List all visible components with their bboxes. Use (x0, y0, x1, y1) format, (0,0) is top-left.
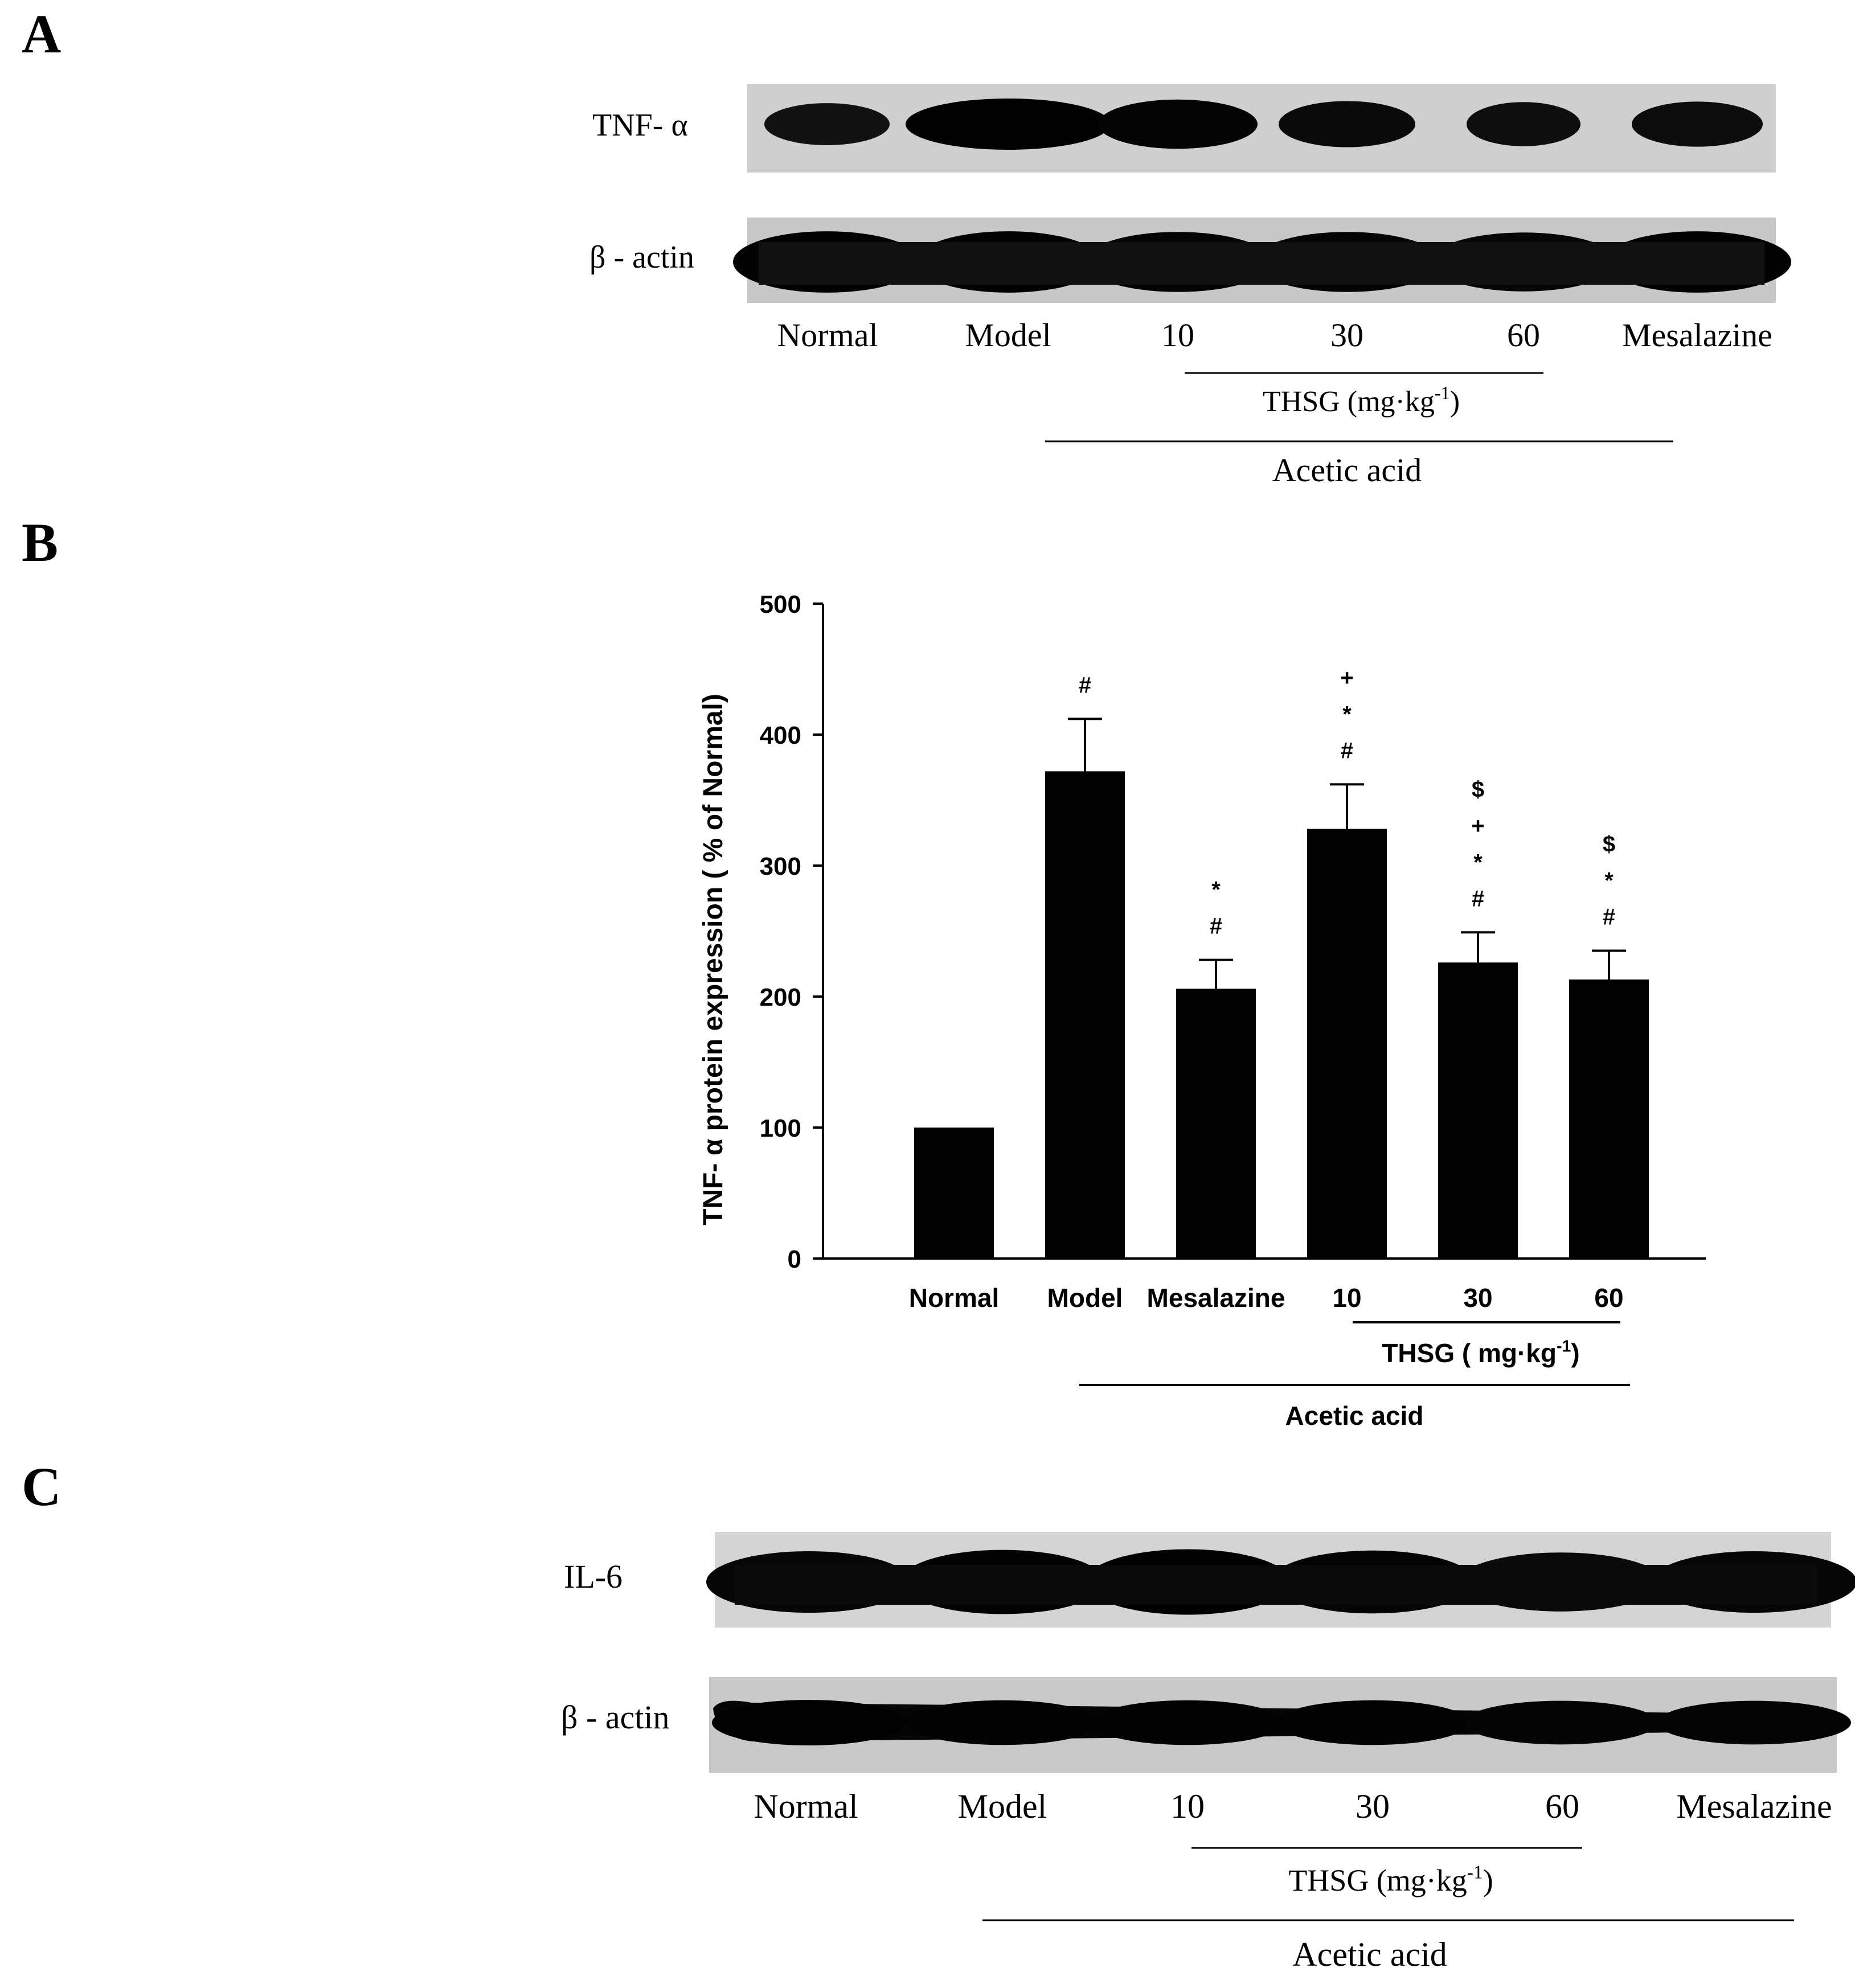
significance-marker: * (1473, 850, 1483, 875)
lane-label: 60 (1507, 317, 1540, 354)
x-tick-label: 10 (1332, 1283, 1361, 1313)
lane-label: Mesalazine (1622, 317, 1772, 354)
band-actin (712, 1700, 906, 1745)
row-label-il6: IL-6 (564, 1558, 623, 1595)
western-blot-c: IL-6 β - actin Normal Model 10 30 60 Mesalazine… (561, 1532, 1855, 1973)
significance-marker: * (1211, 878, 1221, 903)
lane-label: Model (965, 317, 1051, 354)
y-tick-label: 100 (760, 1114, 801, 1142)
western-blot-a: TNF- α β - actin Normal Model 10 30 60 Mesalazi… (589, 84, 1791, 489)
bar (1045, 771, 1125, 1259)
lane-label: 10 (1170, 1788, 1205, 1825)
bar (1176, 989, 1256, 1259)
significance-marker: * (1342, 702, 1352, 727)
band-actin (1657, 1700, 1851, 1745)
lane-label: 30 (1356, 1788, 1390, 1825)
band-tnf (1632, 101, 1763, 147)
row-label-tnf: TNF- α (592, 108, 688, 143)
significance-marker: # (1472, 886, 1484, 911)
dose-bracket-label: THSG (mg·kg-1) (1263, 383, 1460, 418)
x-tick-label: Mesalazine (1147, 1283, 1285, 1313)
lane-label: 60 (1545, 1788, 1579, 1825)
band-tnf (1467, 102, 1580, 146)
significance-marker: # (1210, 914, 1222, 939)
significance-marker: $ (1603, 832, 1615, 857)
bar-chart-tnf: 0 100 200 300 400 500 TNF- α protein expressio… (698, 591, 1706, 1430)
dose-bracket-label: THSG ( mg·kg-1) (1382, 1338, 1579, 1368)
x-tick-label: 60 (1594, 1283, 1623, 1313)
y-tick-label: 300 (760, 852, 801, 880)
band-actin (1464, 1700, 1657, 1745)
band-il6-smear (735, 1565, 1817, 1605)
acid-bracket-label: Acetic acid (1272, 452, 1422, 489)
y-tick-label: 200 (760, 983, 801, 1011)
band-actin (1276, 1700, 1469, 1745)
bar (914, 1128, 994, 1259)
significance-marker: + (1471, 813, 1484, 838)
panel-letter-b: B (22, 512, 58, 573)
lane-label: 30 (1330, 317, 1363, 354)
x-tick-label: Model (1047, 1283, 1123, 1313)
y-tick-label: 0 (788, 1245, 801, 1273)
significance-marker: # (1079, 673, 1091, 698)
lane-label: Mesalazine (1676, 1788, 1832, 1825)
bar (1569, 979, 1649, 1259)
significance-marker: $ (1472, 777, 1484, 802)
row-label-actin: β - actin (561, 1699, 670, 1736)
y-tick-label: 400 (760, 722, 801, 749)
band-actin (1091, 1700, 1284, 1745)
lane-label: Normal (777, 317, 878, 354)
acid-bracket-label: Acetic acid (1292, 1936, 1447, 1973)
panel-letter-c: C (22, 1456, 61, 1517)
significance-marker: # (1603, 905, 1615, 930)
x-tick-label: Normal (909, 1283, 999, 1313)
significance-marker: # (1341, 738, 1353, 763)
panel-letter-a: A (22, 3, 61, 64)
blot-strip-tnf (747, 84, 1776, 173)
significance-marker: + (1340, 665, 1353, 690)
acid-bracket-label: Acetic acid (1285, 1401, 1424, 1430)
band-tnf (1279, 101, 1415, 147)
dose-bracket-label: THSG (mg·kg-1) (1288, 1862, 1493, 1897)
bar (1438, 962, 1518, 1259)
lane-label: 10 (1161, 317, 1194, 354)
band-tnf (764, 103, 890, 145)
band-actin (906, 1700, 1099, 1745)
x-tick-label: 30 (1463, 1283, 1492, 1313)
lane-label: Normal (754, 1788, 858, 1825)
band-tnf (1098, 99, 1258, 149)
significance-marker: * (1604, 868, 1614, 893)
lane-label: Model (958, 1788, 1047, 1825)
row-label-actin: β - actin (589, 240, 694, 275)
y-tick-label: 500 (760, 591, 801, 618)
bar (1307, 829, 1387, 1259)
band-actin-smear (759, 242, 1764, 285)
y-axis-label: TNF- α protein expression ( % of Normal) (698, 694, 728, 1225)
band-tnf (906, 99, 1111, 150)
